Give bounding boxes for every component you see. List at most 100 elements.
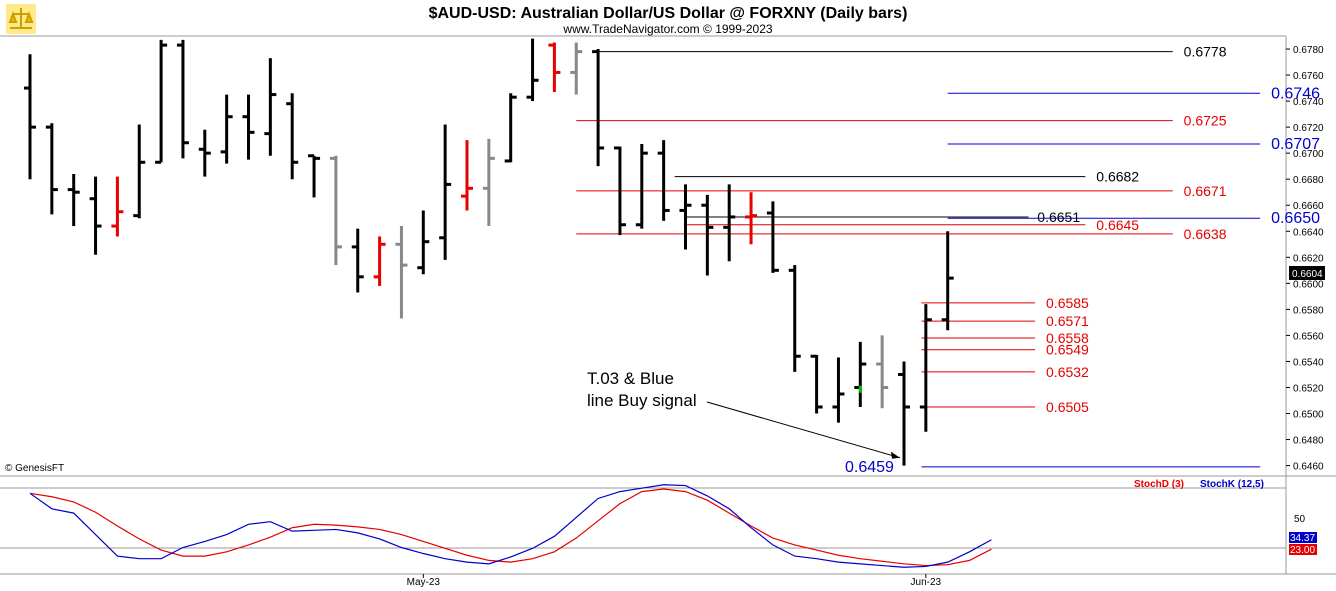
ohlc-bar (592, 49, 605, 167)
level-label: 0.6778 (1184, 44, 1227, 60)
signal-marker (858, 385, 862, 393)
price-tick-label: 0.6580 (1293, 305, 1324, 316)
ohlc-bar (417, 210, 430, 275)
price-tick-label: 0.6620 (1293, 253, 1324, 264)
level-label: 0.6746 (1271, 85, 1320, 102)
stochd-last-label: 23.00 (1290, 545, 1315, 556)
ohlc-bar (745, 192, 758, 245)
ohlc-bar (766, 201, 779, 273)
chart-subtitle: www.TradeNavigator.com © 1999-2023 (562, 22, 772, 36)
ohlc-bar (613, 146, 626, 236)
level-label: 0.6459 (845, 459, 894, 476)
ohlc-bar (329, 155, 342, 266)
stoch-tick-50: 50 (1294, 514, 1306, 525)
ohlc-bar (854, 341, 867, 408)
ohlc-bar (220, 94, 233, 164)
level-label: 0.6571 (1046, 313, 1089, 329)
level-label: 0.6682 (1096, 169, 1139, 185)
ohlc-bar (286, 93, 299, 180)
price-tick-label: 0.6460 (1293, 462, 1324, 473)
level-label: 0.6651 (1037, 209, 1080, 225)
ohlc-bar (526, 38, 539, 102)
ohlc-bar (133, 124, 146, 219)
price-tick-label: 0.6540 (1293, 357, 1324, 368)
price-tick-label: 0.6700 (1293, 149, 1324, 160)
ohlc-bar (788, 265, 801, 372)
last-price-label: 0.6604 (1292, 269, 1323, 280)
ohlc-bar (242, 94, 255, 160)
level-label: 0.6645 (1096, 217, 1139, 233)
level-label: 0.6505 (1046, 399, 1089, 415)
price-tick-label: 0.6640 (1293, 227, 1324, 238)
price-tick-label: 0.6500 (1293, 410, 1324, 421)
ohlc-bar (155, 39, 168, 164)
level-label: 0.6558 (1046, 330, 1089, 346)
legend-stochd: StochD (3) (1134, 479, 1184, 490)
ohlc-bar (679, 184, 692, 250)
ohlc-bar (45, 123, 58, 215)
price-tick-label: 0.6480 (1293, 436, 1324, 447)
level-lines: 0.6778 0.6746 0.6725 0.6707 0.6682 0.6671 0.66… (576, 44, 1320, 476)
level-label: 0.6707 (1271, 136, 1320, 153)
x-axis: May-23 Jun-23 (407, 574, 942, 588)
ohlc-bar (176, 39, 189, 159)
ohlc-bar (941, 231, 954, 331)
annotation-arrow-head (891, 451, 900, 459)
ohlc-bar (308, 154, 321, 198)
price-tick-label: 0.6680 (1293, 175, 1324, 186)
legend-stochk: StochK (12,5) (1200, 479, 1264, 490)
ohlc-bar (482, 138, 495, 227)
level-label: 0.6549 (1046, 342, 1089, 358)
ohlc-bar (548, 42, 561, 92)
copyright-text: © GenesisFT (5, 463, 64, 474)
stochk-last-label: 34.37 (1290, 533, 1315, 544)
price-tick-label: 0.6780 (1293, 45, 1324, 56)
ohlc-bar (198, 129, 211, 177)
logo-icon (6, 4, 36, 34)
x-tick-label: May-23 (407, 577, 441, 588)
ohlc-bar (898, 361, 910, 466)
ohlc-bar (373, 236, 386, 286)
level-label: 0.6725 (1184, 113, 1227, 129)
last-price-flag: 0.6604 (1289, 266, 1325, 280)
price-axis-ticks: 0.6780 0.6760 0.6740 0.6720 0.6700 0.6680 0.66… (1286, 45, 1324, 473)
price-tick-label: 0.6520 (1293, 383, 1324, 394)
ohlc-bar (395, 226, 408, 319)
ohlc-bar (919, 304, 932, 432)
ohlc-bar (461, 140, 473, 211)
ohlc-bar (439, 124, 452, 260)
ohlc-bar (635, 144, 648, 229)
ohlc-bar (24, 54, 36, 180)
annotation-arrow-line (706, 401, 901, 459)
price-tick-label: 0.6600 (1293, 279, 1324, 290)
ohlc-bar (657, 140, 670, 221)
ohlc-bar (504, 93, 517, 163)
stochk-line (29, 484, 992, 568)
ohlc-bar (67, 173, 80, 227)
level-label: 0.6638 (1184, 226, 1227, 242)
ohlc-bar (264, 58, 277, 156)
ohlc-bar (570, 42, 583, 95)
ohlc-bar (351, 228, 364, 293)
ohlc-bar (832, 357, 845, 423)
level-label: 0.6671 (1184, 183, 1227, 199)
level-label: 0.6532 (1046, 364, 1089, 380)
price-bars (24, 38, 954, 466)
annotation-line-2: line Buy signal (587, 391, 697, 410)
price-tick-label: 0.6720 (1293, 123, 1324, 134)
price-tick-label: 0.6760 (1293, 71, 1324, 82)
buy-signal-annotation: T.03 & Blue line Buy signal (587, 369, 901, 459)
price-tick-label: 0.6740 (1293, 97, 1324, 108)
x-tick-label: Jun-23 (911, 577, 942, 588)
price-tick-label: 0.6560 (1293, 331, 1324, 342)
level-label: 0.6650 (1271, 210, 1320, 227)
stoch-last-labels: 34.37 23.00 (1289, 532, 1317, 556)
level-label: 0.6585 (1046, 295, 1089, 311)
annotation-line-1: T.03 & Blue (587, 369, 674, 388)
ohlc-bar (111, 176, 124, 237)
ohlc-bar (723, 184, 736, 262)
ohlc-bar (810, 354, 823, 414)
ohlc-bar (876, 335, 889, 409)
stochastic-lines (29, 484, 992, 568)
